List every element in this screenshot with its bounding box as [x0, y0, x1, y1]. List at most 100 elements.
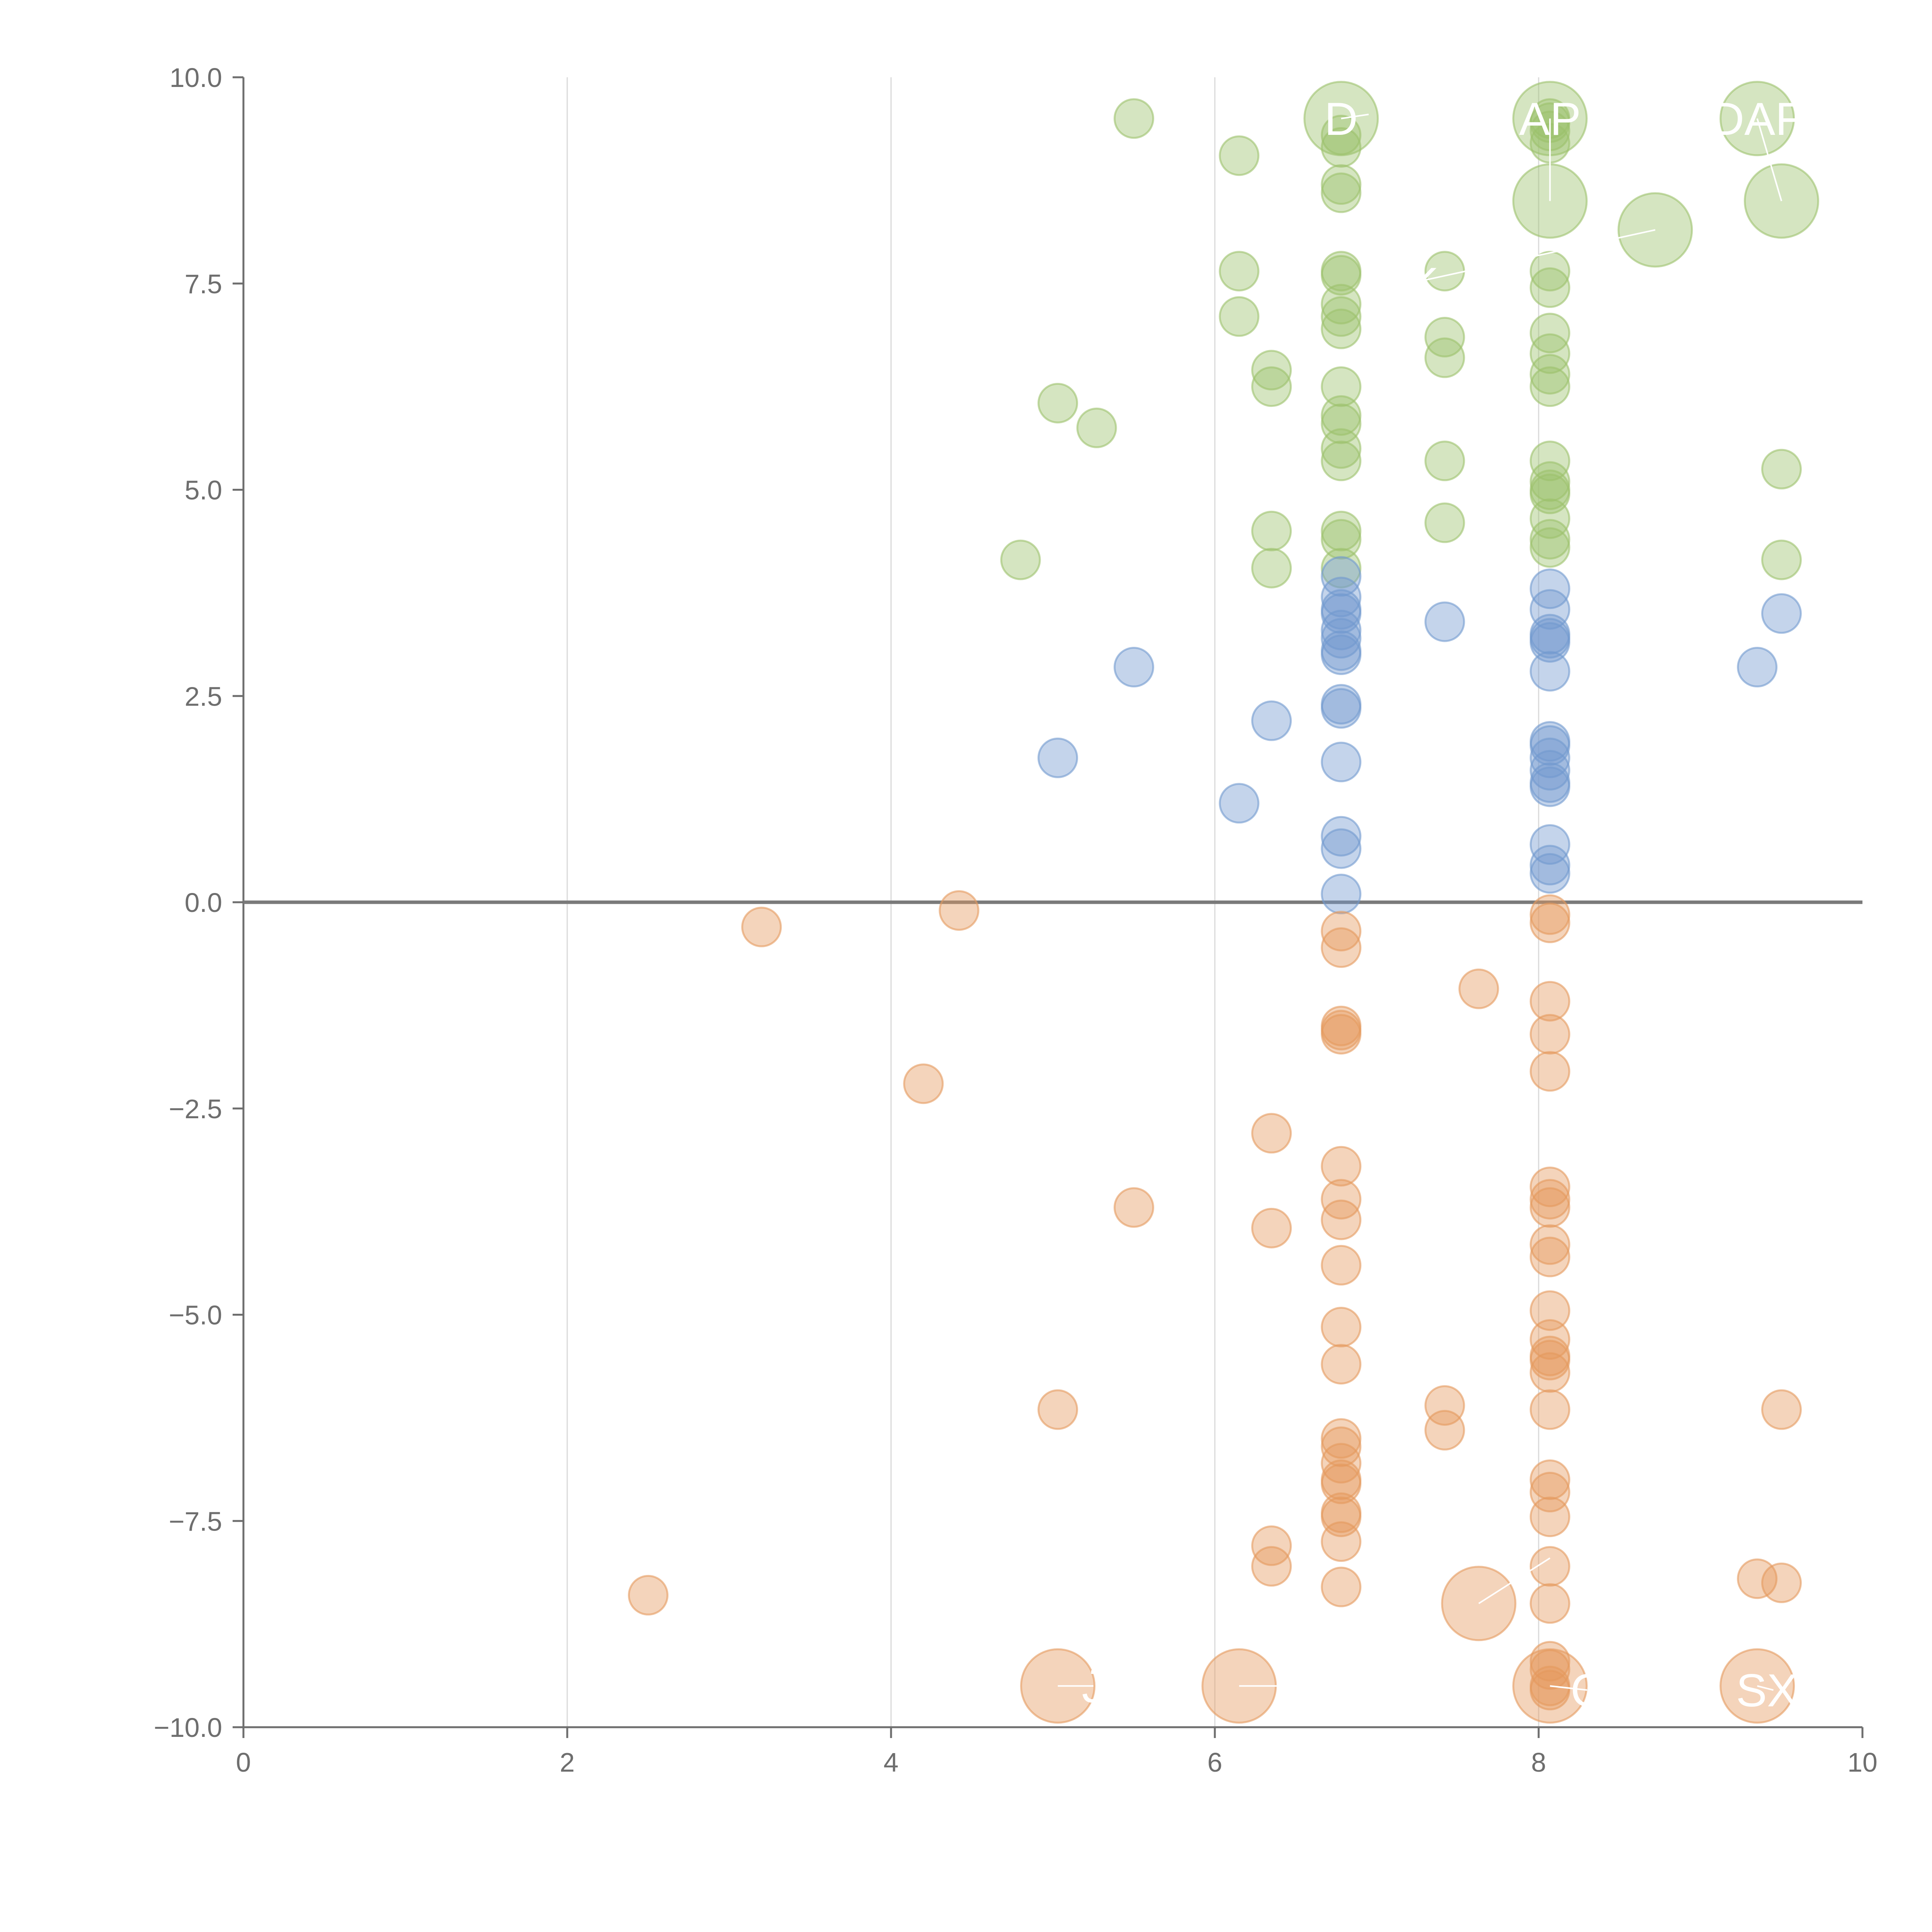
- orange-point: [741, 906, 782, 947]
- blue-point: [1529, 853, 1570, 894]
- orange-point: [1458, 968, 1499, 1009]
- green-point: [1529, 440, 1570, 481]
- orange-point: [1529, 1290, 1570, 1331]
- orange-point: [1321, 911, 1362, 952]
- blue-point: [1321, 634, 1362, 675]
- orange-point: [1321, 1344, 1362, 1385]
- x-tick-label: 10: [1847, 1747, 1878, 1777]
- x-tick-label: 4: [884, 1747, 899, 1777]
- y-tick-label: −7.5: [169, 1506, 222, 1536]
- orange-point: [1529, 1472, 1570, 1513]
- green-point: [1321, 172, 1362, 213]
- blue-point: [1737, 647, 1778, 688]
- orange-point: [1321, 927, 1362, 968]
- orange-point: [1529, 1051, 1570, 1092]
- orange-point: [1761, 1562, 1802, 1603]
- green-point: [1219, 135, 1260, 176]
- blue-point: [1321, 828, 1362, 869]
- x-tick-label: 8: [1531, 1747, 1546, 1777]
- green-point: [1251, 366, 1292, 407]
- x-tick-label: 2: [560, 1747, 575, 1777]
- orange-point: [1529, 1236, 1570, 1277]
- annotation-label: AP: [1519, 93, 1581, 145]
- orange-point: [628, 1575, 668, 1616]
- green-point: [1529, 313, 1570, 354]
- orange-point: [1321, 1307, 1362, 1348]
- green-point: [1321, 308, 1362, 349]
- blue-point: [1321, 816, 1362, 857]
- green-point: [1529, 251, 1570, 292]
- y-tick-label: 2.5: [185, 681, 222, 711]
- blue-point: [1321, 577, 1362, 617]
- green-point: [1321, 255, 1362, 296]
- orange-point: [1251, 1113, 1292, 1154]
- green-point: [1761, 449, 1802, 490]
- annotation-label: C: [1570, 1665, 1604, 1716]
- green-point: [1529, 354, 1570, 395]
- orange-point: [1529, 1389, 1570, 1430]
- orange-point: [1529, 1319, 1570, 1360]
- orange-point: [1529, 1497, 1570, 1537]
- orange-point: [1529, 902, 1570, 943]
- blue-point: [1251, 700, 1292, 741]
- green-point: [1251, 350, 1292, 391]
- annotation-label: SXI: [1736, 1665, 1811, 1716]
- blue-point: [1529, 725, 1570, 766]
- annotation-connector: [1409, 229, 1656, 284]
- green-point: [1529, 267, 1570, 308]
- orange-point: [1321, 1443, 1362, 1484]
- green-point: [1219, 251, 1260, 292]
- green-point: [1424, 502, 1465, 543]
- green-point: [1529, 498, 1570, 539]
- y-tick-label: 10.0: [170, 63, 222, 93]
- green-point: [1321, 440, 1362, 481]
- orange-point: [1037, 1389, 1078, 1430]
- green-point: [1529, 333, 1570, 374]
- y-tick-label: −2.5: [169, 1094, 222, 1124]
- blue-point: [1529, 651, 1570, 692]
- green-point: [1529, 461, 1570, 502]
- orange-point: [1529, 1546, 1570, 1587]
- annotation-connector: [1341, 114, 1369, 119]
- green-point: [1251, 548, 1292, 588]
- y-tick-label: −5.0: [169, 1300, 222, 1330]
- y-tick-label: 5.0: [185, 475, 222, 505]
- green-point: [1000, 539, 1041, 580]
- blue-point: [1321, 742, 1362, 782]
- green-point: [1321, 403, 1362, 444]
- blue-point: [1761, 593, 1802, 634]
- green-point: [1321, 284, 1362, 325]
- orange-point: [939, 890, 980, 931]
- green-point: [1529, 519, 1570, 560]
- annotation-label: DAF: [1711, 93, 1804, 145]
- green-point: [1424, 440, 1465, 481]
- blue-point: [1529, 589, 1570, 630]
- blue-point: [1114, 647, 1154, 688]
- orange-point: [1321, 1426, 1362, 1467]
- annotation-connector: [1550, 1685, 1587, 1691]
- orange-point: [1761, 1389, 1802, 1430]
- orange-point: [1251, 1208, 1292, 1248]
- orange-point: [1529, 1167, 1570, 1208]
- green-point: [1529, 473, 1570, 514]
- green-point: [1321, 428, 1362, 469]
- green-point: [1529, 366, 1570, 407]
- green-point: [1321, 510, 1362, 551]
- annotation-connector: [1757, 1685, 1774, 1691]
- green-point: [1037, 383, 1078, 423]
- data-points: [628, 81, 1819, 1724]
- orange-point: [1321, 1199, 1362, 1240]
- orange-point: [1114, 1187, 1154, 1228]
- green-point: [1076, 407, 1117, 448]
- y-tick-label: 0.0: [185, 888, 222, 918]
- orange-point: [1529, 1340, 1570, 1381]
- orange-point: [1424, 1385, 1465, 1426]
- orange-point: [1529, 1583, 1570, 1624]
- green-point: [1114, 98, 1154, 139]
- green-point: [1321, 519, 1362, 560]
- blue-point: [1321, 874, 1362, 915]
- orange-point: [1321, 1497, 1362, 1537]
- orange-point: [1529, 894, 1570, 935]
- blue-point: [1529, 737, 1570, 778]
